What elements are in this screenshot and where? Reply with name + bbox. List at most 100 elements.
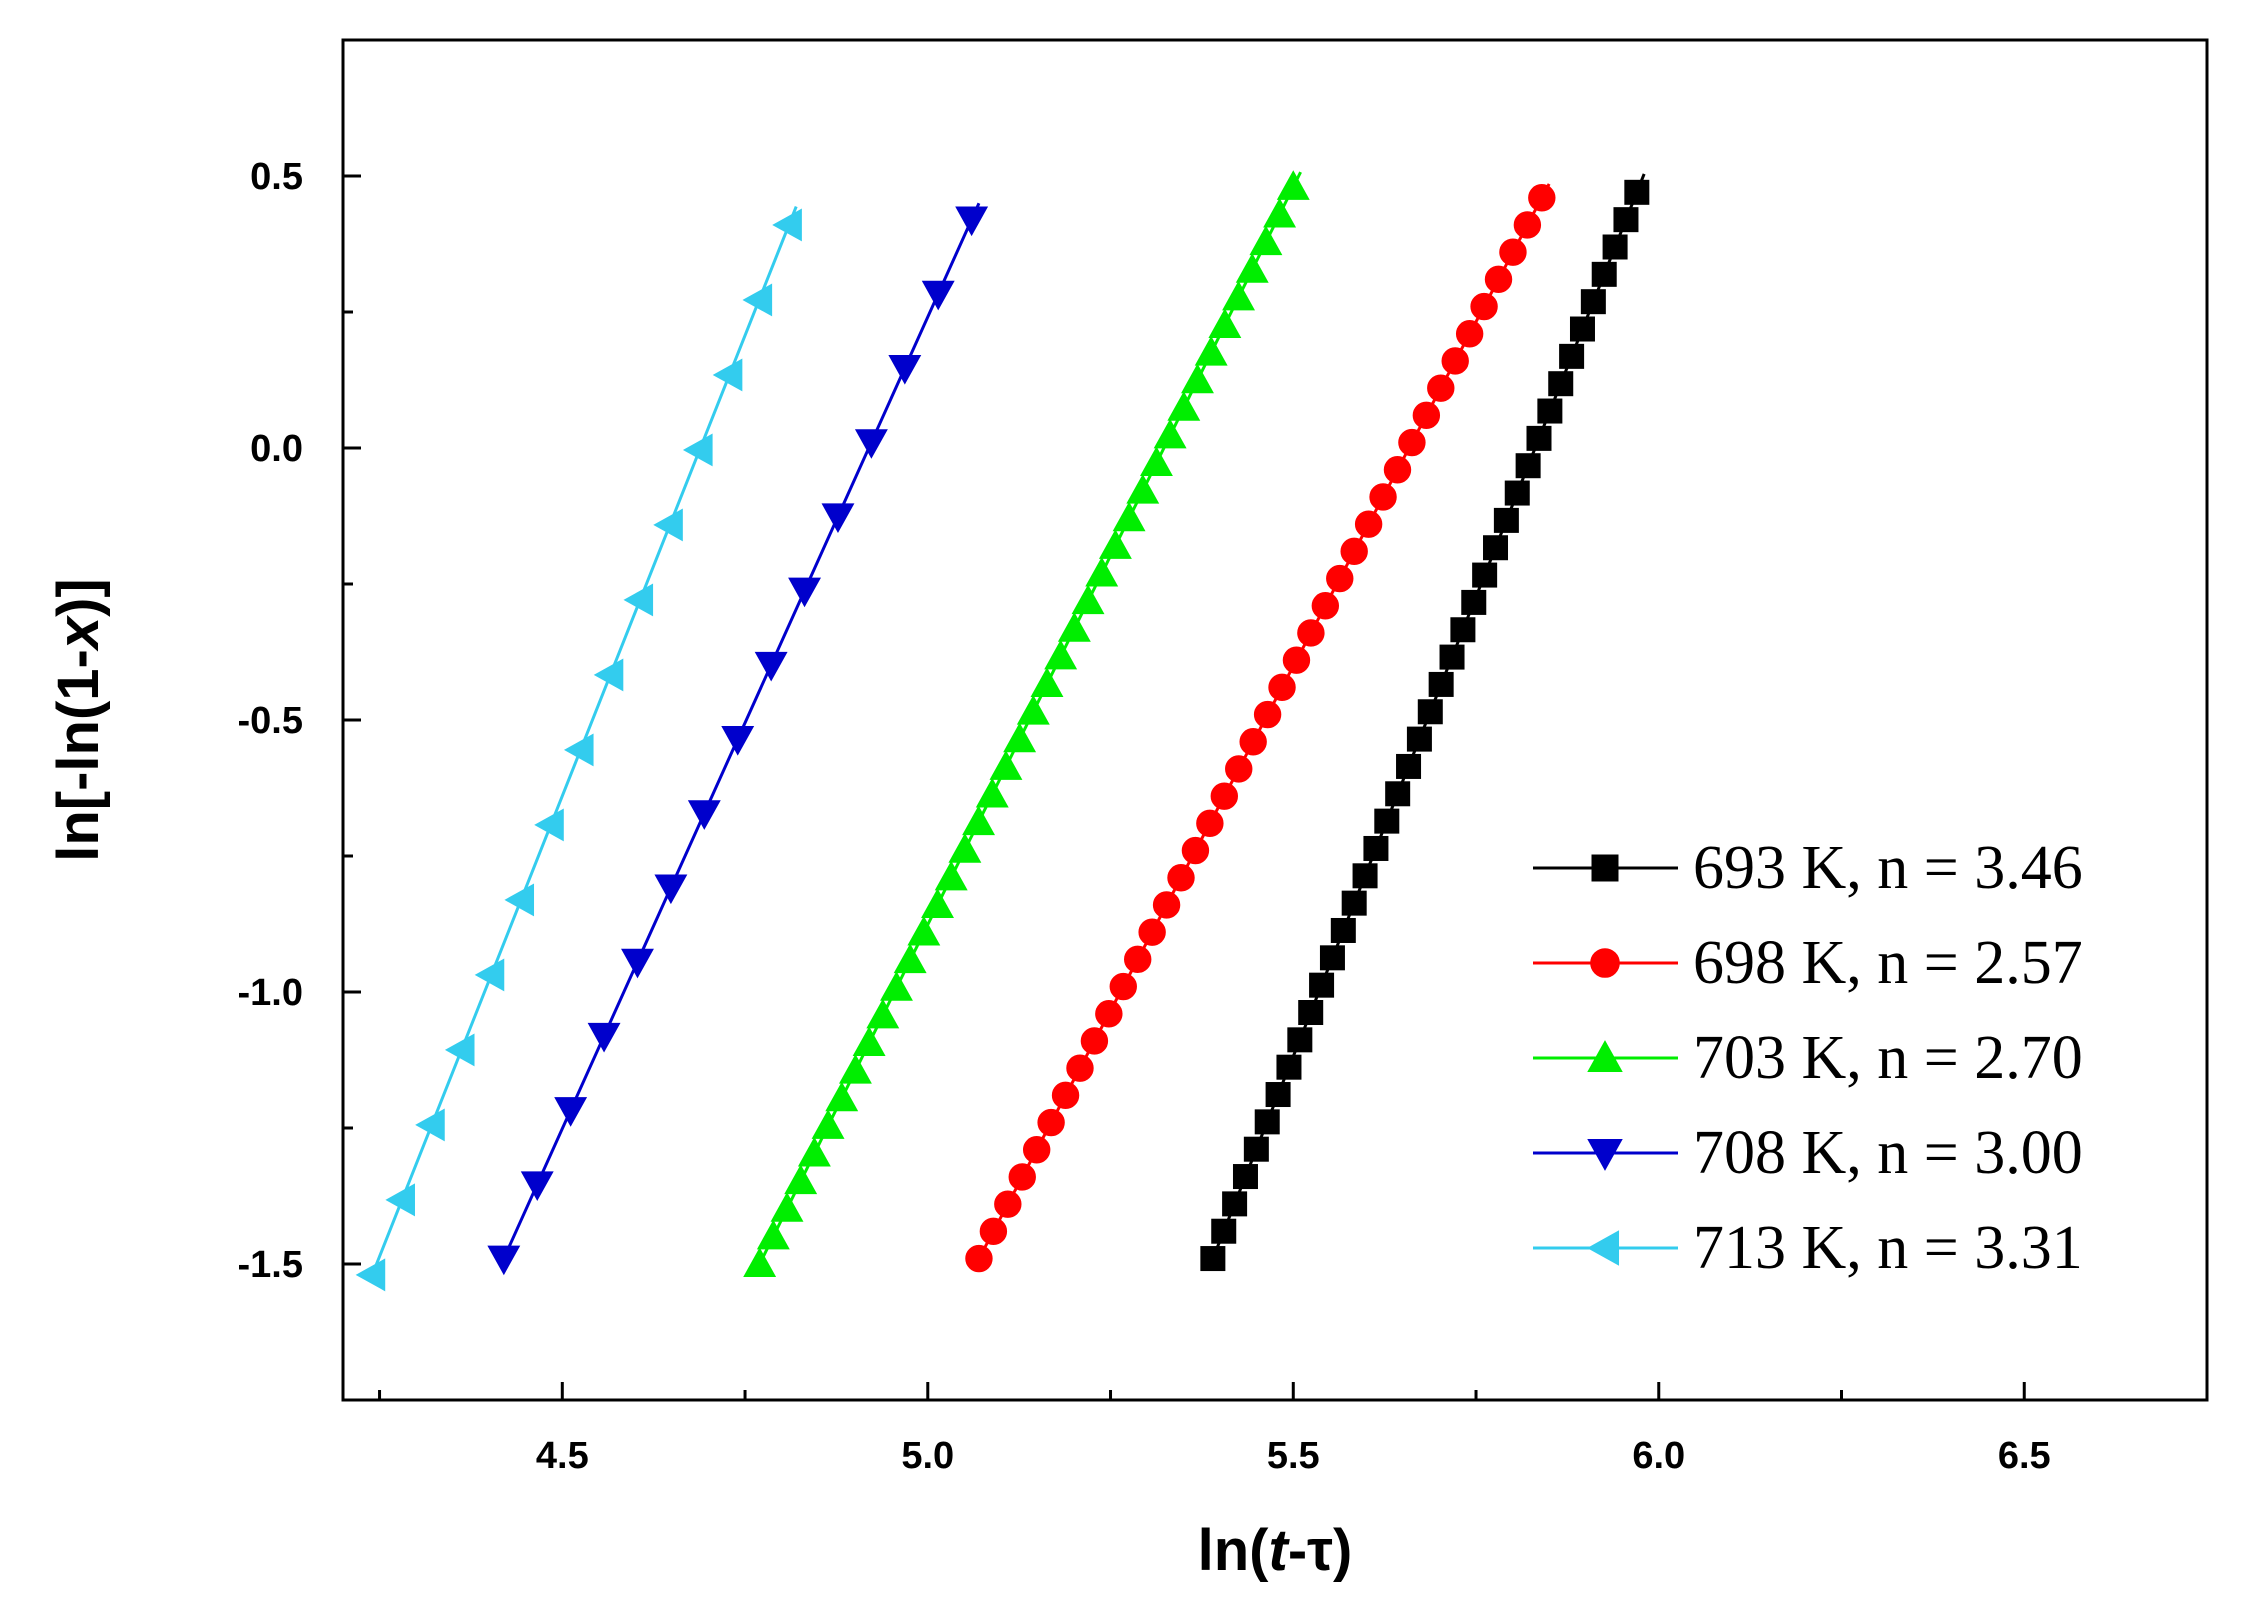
data-point (687, 800, 721, 830)
legend-item: 693 K, n = 3.46 (1533, 834, 2083, 902)
data-point (852, 1026, 886, 1057)
data-point (415, 1108, 445, 1142)
y-tick-label: 0.0 (250, 428, 303, 470)
legend-marker (1591, 854, 1619, 882)
data-point (474, 958, 505, 992)
data-point (1211, 1218, 1237, 1244)
data-point (962, 805, 996, 836)
data-point (989, 750, 1023, 780)
data-point (788, 577, 822, 608)
data-point (1109, 972, 1137, 1001)
data-point (1263, 197, 1297, 228)
data-point (653, 508, 683, 542)
data-point (772, 208, 802, 242)
data-point (1200, 1246, 1226, 1272)
data-point (743, 1247, 777, 1277)
data-point (965, 1244, 993, 1273)
x-tick-label: 5.0 (901, 1435, 954, 1477)
data-point (797, 1136, 831, 1167)
data-point (825, 1081, 859, 1112)
x-tick-label: 4.5 (536, 1435, 589, 1477)
data-point (1126, 474, 1160, 504)
data-point (955, 206, 989, 237)
data-point (1341, 890, 1367, 916)
data-point (1085, 556, 1119, 587)
data-point (1181, 363, 1214, 394)
data-point (444, 1033, 475, 1067)
data-point (1030, 667, 1064, 697)
data-point (1461, 589, 1487, 615)
data-point (1153, 418, 1187, 449)
legend-item: 698 K, n = 2.57 (1533, 929, 2083, 997)
data-point (355, 1258, 386, 1292)
data-point (1427, 374, 1455, 402)
legend-label: 698 K, n = 2.57 (1693, 929, 2083, 997)
legend-item: 708 K, n = 3.00 (1533, 1119, 2083, 1187)
data-point (520, 1171, 554, 1201)
data-point (1406, 726, 1432, 752)
data-point (1210, 782, 1238, 810)
data-point (1483, 535, 1509, 561)
axis-ticks: 4.5 5.0 5.5 6.0 6.5 -1.5 -1.0 -0.5 0.0 0.5 (238, 156, 2051, 1477)
data-point (1374, 808, 1400, 834)
data-point (1276, 1054, 1302, 1080)
data-point (770, 1192, 804, 1222)
data-point (1354, 510, 1383, 538)
data-point (907, 915, 941, 946)
data-point (587, 1022, 621, 1053)
x-tick-label: 6.5 (1998, 1435, 2051, 1477)
data-point (1309, 972, 1335, 998)
data-point (742, 283, 773, 317)
legend-label: 693 K, n = 3.46 (1693, 834, 2083, 902)
data-point (1591, 261, 1617, 287)
data-point (854, 429, 888, 459)
data-point (487, 1245, 521, 1276)
data-point (721, 726, 755, 756)
data-point (979, 1217, 1008, 1246)
data-point (621, 948, 654, 979)
y-axis-label: ln[-ln(1-x)] (46, 578, 111, 862)
data-point (682, 433, 713, 467)
data-point (1194, 335, 1228, 366)
data-point (1196, 809, 1224, 838)
y-tick-label: 0.5 (250, 156, 303, 198)
data-point (1066, 1054, 1094, 1082)
data-point (1455, 320, 1484, 348)
data-point (1044, 639, 1078, 670)
data-point (1613, 207, 1639, 233)
data-point (1239, 728, 1267, 756)
data-point (1298, 1000, 1324, 1026)
x-tick-label: 5.5 (1267, 1435, 1320, 1477)
data-point (948, 833, 982, 863)
data-point (866, 998, 900, 1029)
legend-marker (1587, 1138, 1623, 1171)
legend-label: 708 K, n = 3.00 (1693, 1119, 2083, 1187)
data-point (1528, 184, 1556, 212)
data-point (1504, 480, 1530, 506)
data-point (1513, 211, 1542, 239)
data-point (1057, 612, 1091, 642)
data-point (1398, 428, 1426, 457)
data-point (1037, 1108, 1065, 1137)
data-point (1369, 483, 1397, 511)
data-point (1559, 343, 1585, 369)
data-point (1016, 695, 1050, 725)
data-point (563, 733, 594, 767)
data-point (838, 1054, 872, 1084)
data-point (654, 874, 688, 905)
data-point (784, 1164, 818, 1195)
data-point (1282, 646, 1311, 674)
series-layer (355, 170, 1650, 1292)
data-point (1276, 170, 1310, 200)
data-point (1152, 891, 1181, 919)
data-point (1441, 347, 1469, 375)
data-point (1235, 253, 1269, 283)
data-point (1472, 562, 1498, 588)
data-point (1167, 391, 1201, 421)
data-point (593, 658, 624, 692)
y-tick-label: -1.5 (238, 1244, 303, 1286)
data-point (880, 971, 913, 1001)
data-point (1311, 592, 1340, 620)
data-point (1181, 836, 1210, 865)
data-point (811, 1109, 845, 1139)
